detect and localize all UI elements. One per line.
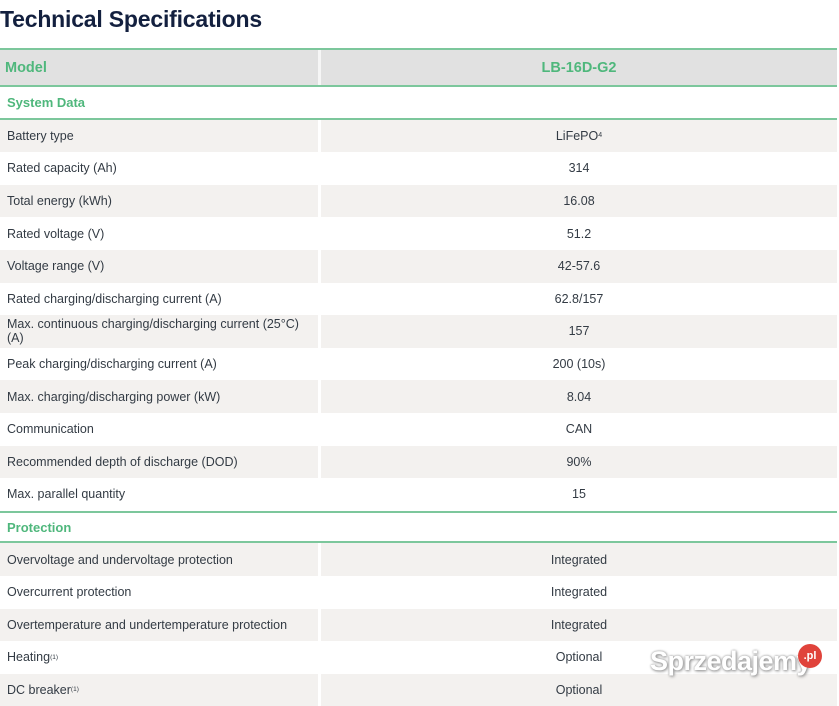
row-value-text: LiFePO: [555, 128, 599, 143]
row-label: Peak charging/discharging current (A): [0, 347, 321, 381]
table-row: Max. parallel quantity 15: [0, 478, 837, 511]
table-row: Overtemperature and undertemperature pro…: [0, 608, 837, 642]
table-row: Battery type LiFePO 4: [0, 119, 837, 153]
footnote-marker: (1): [70, 686, 79, 694]
row-label: Overcurrent protection: [0, 575, 321, 609]
row-label: Overtemperature and undertemperature pro…: [0, 608, 321, 642]
row-value: 8.04: [566, 389, 592, 404]
table-row: Overcurrent protection Integrated: [0, 575, 837, 609]
section-protection: Protection: [0, 510, 837, 544]
watermark-text: Sprzedajemy: [650, 646, 812, 676]
spec-table: Model LB-16D-G2 System Data Battery type…: [0, 48, 837, 706]
row-value: Optional: [555, 650, 603, 665]
row-label: Rated voltage (V): [0, 217, 321, 250]
watermark-badge: .pl: [798, 644, 822, 668]
table-row: Voltage range (V) 42-57.6: [0, 249, 837, 283]
table-row: Max. charging/discharging power (kW) 8.0…: [0, 380, 837, 413]
table-row: Heating (1) Optional: [0, 641, 837, 674]
table-row: Total energy (kWh) 16.08: [0, 184, 837, 218]
header-model-value: LB-16D-G2: [541, 59, 617, 76]
table-row: Rated charging/discharging current (A) 6…: [0, 282, 837, 316]
row-value: 15: [572, 487, 586, 502]
row-value: 200 (10s): [552, 357, 606, 372]
table-header: Model LB-16D-G2: [0, 48, 837, 87]
table-row: Peak charging/discharging current (A) 20…: [0, 347, 837, 381]
row-label-text: Heating: [7, 650, 51, 665]
section-system-data: System Data: [0, 87, 837, 120]
row-label-text: DC breaker: [7, 682, 71, 697]
row-value: 16.08: [563, 194, 595, 209]
row-label: DC breaker (1): [0, 673, 321, 706]
row-value: LiFePO 4: [321, 120, 837, 153]
row-value: Integrated: [550, 585, 608, 600]
table-row: DC breaker (1) Optional: [0, 673, 837, 706]
row-value: 42-57.6: [557, 259, 601, 274]
row-value: Integrated: [550, 617, 608, 632]
row-label: Voltage range (V): [0, 249, 321, 283]
row-value: 51.2: [566, 226, 592, 241]
header-label: Model: [0, 50, 321, 85]
row-value: Integrated: [550, 552, 608, 567]
row-value: 157: [568, 324, 590, 339]
table-row: Overvoltage and undervoltage protection …: [0, 543, 837, 576]
row-label: Total energy (kWh): [0, 184, 321, 218]
row-label: Recommended depth of discharge (DOD): [0, 445, 321, 479]
row-label: Max. parallel quantity: [0, 478, 321, 511]
row-label: Communication: [0, 412, 321, 446]
table-row: Max. continuous charging/discharging cur…: [0, 315, 837, 348]
row-value: 62.8/157: [554, 291, 604, 306]
row-label: Rated capacity (Ah): [0, 152, 321, 185]
row-label: Battery type: [0, 119, 321, 153]
row-value: Optional: [555, 682, 603, 697]
row-value: 314: [568, 161, 590, 176]
table-row: Rated voltage (V) 51.2: [0, 217, 837, 250]
table-row: Rated capacity (Ah) 314: [0, 152, 837, 185]
row-label: Max. charging/discharging power (kW): [0, 380, 321, 413]
row-label: Heating (1): [0, 641, 321, 674]
row-label: Overvoltage and undervoltage protection: [0, 543, 321, 576]
footnote-marker: (1): [50, 653, 59, 661]
row-label: Rated charging/discharging current (A): [0, 282, 321, 316]
table-row: Communication CAN: [0, 412, 837, 446]
row-value: CAN: [565, 422, 593, 437]
page-title: Technical Specifications: [0, 6, 262, 32]
row-label: Max. continuous charging/discharging cur…: [0, 315, 321, 348]
subscript: 4: [598, 132, 603, 140]
table-row: Recommended depth of discharge (DOD) 90%: [0, 445, 837, 479]
row-value: 90%: [566, 454, 592, 469]
